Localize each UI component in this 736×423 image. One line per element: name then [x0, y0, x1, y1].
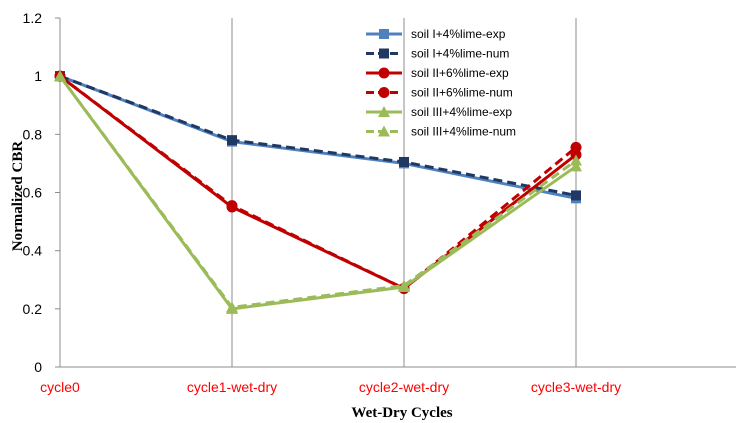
y-tick-label: 0 [34, 359, 42, 375]
legend-label: soil III+4%lime-exp [411, 105, 512, 119]
legend-entry: soil I+4%lime-exp [366, 27, 506, 41]
legend-entry: soil II+6%lime-exp [366, 66, 509, 80]
legend-label: soil I+4%lime-num [411, 47, 509, 61]
data-point [227, 135, 237, 145]
legend-entry: soil II+6%lime-num [366, 86, 513, 100]
x-axis-title: Wet-Dry Cycles [351, 405, 452, 421]
legend: soil I+4%lime-exp soil I+4%lime-num soil I… [366, 27, 516, 139]
data-point [571, 190, 581, 200]
legend-entry: soil III+4%lime-exp [366, 105, 512, 119]
grid-lines [232, 18, 576, 367]
legend-marker [379, 29, 389, 39]
legend-label: soil III+4%lime-num [411, 125, 516, 139]
legend-entry: soil III+4%lime-num [366, 125, 516, 139]
legend-marker [379, 87, 390, 98]
axes [60, 18, 736, 367]
legend-entry: soil I+4%lime-num [366, 47, 509, 61]
legend-label: soil II+6%lime-exp [411, 66, 509, 80]
y-tick-label: 1 [34, 68, 42, 84]
data-point [227, 200, 238, 211]
data-point [399, 157, 409, 167]
y-tick-label: 0.8 [23, 126, 43, 142]
legend-marker [379, 49, 389, 59]
y-tick-label: 1.2 [23, 10, 43, 26]
x-tick-label: cycle0 [40, 379, 80, 395]
legend-label: soil I+4%lime-exp [411, 27, 506, 41]
legend-marker [379, 68, 390, 79]
x-tick-label: cycle1-wet-dry [187, 379, 277, 395]
x-tick-label: cycle2-wet-dry [359, 379, 449, 395]
y-axis-title: Normalized CBR [10, 141, 26, 252]
x-tick-label: cycle3-wet-dry [531, 379, 621, 395]
legend-label: soil II+6%lime-num [411, 86, 513, 100]
y-tick-label: 0.2 [23, 301, 43, 317]
data-point [571, 142, 582, 153]
